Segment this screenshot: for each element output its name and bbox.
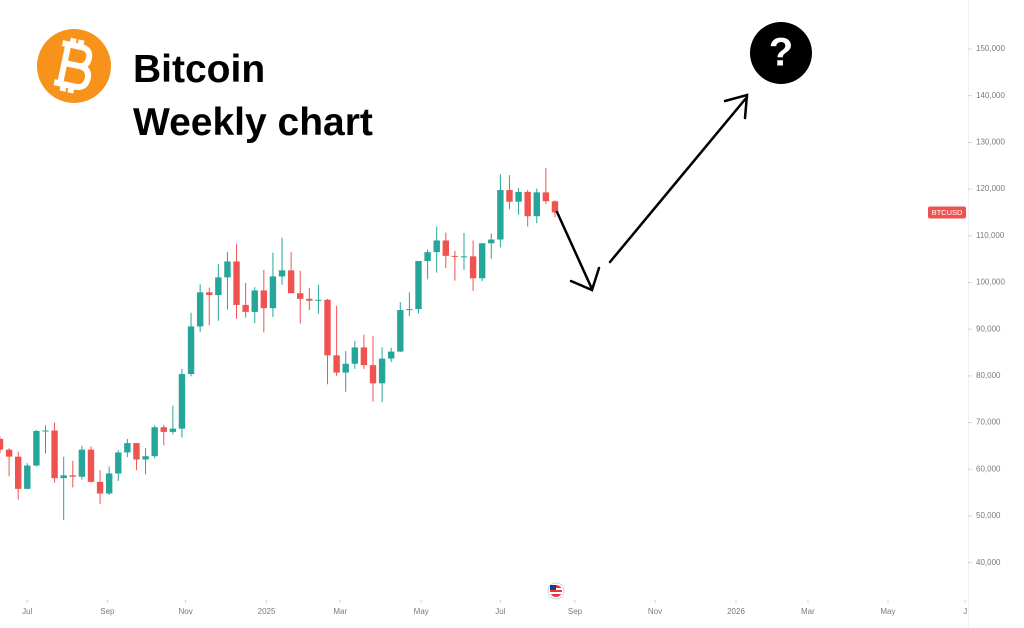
candle-body: [297, 293, 304, 299]
candle-body: [360, 347, 368, 366]
candle-body: [124, 443, 131, 453]
candle-body: [224, 261, 231, 278]
x-tick-label: Mar: [801, 607, 815, 616]
candle-body: [51, 430, 58, 479]
candle-body: [42, 430, 49, 432]
candle-body: [333, 355, 340, 373]
price-tag: [928, 206, 966, 219]
candle-body: [506, 190, 513, 202]
y-tick-label: 80,000: [976, 371, 1001, 380]
annotation-arrows: [555, 93, 749, 292]
y-tick-label: 150,000: [976, 44, 1005, 53]
bitcoin-logo: [37, 29, 111, 103]
candle-body: [69, 475, 76, 477]
candle-body: [351, 347, 359, 364]
x-tick-label: May: [414, 607, 429, 616]
x-tick-label: May: [880, 607, 895, 616]
candle-body: [533, 192, 540, 217]
candle-body: [306, 298, 313, 301]
y-tick-label: 50,000: [976, 511, 1001, 520]
event-flag: [547, 582, 565, 600]
x-tick-label: Nov: [178, 607, 192, 616]
candle-body: [251, 290, 258, 312]
y-tick-label: 120,000: [976, 184, 1005, 193]
x-tick-label: Jul: [22, 607, 32, 616]
candle-body: [242, 304, 249, 312]
candle-body: [388, 351, 395, 359]
candle-body: [469, 256, 477, 279]
y-tick-label: 140,000: [976, 91, 1005, 100]
x-tick-label: J: [963, 607, 967, 616]
candle-body: [105, 473, 113, 494]
candle-body: [515, 191, 522, 202]
y-tick-label: 110,000: [976, 231, 1005, 240]
candle-body: [460, 256, 468, 258]
chart-title: Bitcoin: [133, 48, 265, 91]
candle-body: [397, 310, 404, 352]
candle-body: [433, 240, 440, 253]
candle-body: [315, 299, 322, 301]
candle-body: [324, 299, 331, 356]
x-tick-label: 2026: [727, 607, 745, 616]
candle-body: [488, 239, 495, 244]
x-tick-label: Sep: [568, 607, 583, 616]
candle-body: [0, 438, 4, 450]
candle-body: [115, 452, 122, 474]
x-tick-label: Mar: [333, 607, 347, 616]
candle-body: [269, 276, 277, 309]
candle-body: [406, 309, 413, 311]
candle-body: [142, 456, 149, 460]
symbol-label: BTCUSD: [932, 208, 963, 217]
candle-body: [196, 292, 204, 327]
candle-body: [424, 252, 431, 262]
x-tick-label: Nov: [648, 607, 662, 616]
y-tick-label: 60,000: [976, 464, 1001, 473]
candle-body: [87, 449, 95, 482]
candle-body: [233, 261, 240, 305]
candle-body: [442, 240, 449, 256]
question-icon: [750, 22, 812, 84]
candle-body: [96, 481, 104, 494]
candle-body: [14, 456, 22, 489]
candle-body: [178, 374, 186, 429]
y-tick-label: 90,000: [976, 324, 1001, 333]
candle-body: [5, 449, 13, 457]
candle-body: [278, 270, 286, 277]
candle-body: [542, 192, 550, 202]
candle-body: [151, 427, 158, 457]
candle-body: [260, 290, 268, 309]
candle-body: [215, 277, 222, 296]
candle-body: [169, 428, 177, 432]
candle-body: [415, 261, 422, 310]
candle-body: [369, 365, 377, 384]
candle-body: [478, 243, 486, 279]
candle-body: [287, 270, 295, 294]
candle-body: [187, 326, 195, 375]
y-tick-label: 100,000: [976, 278, 1005, 287]
chart-subtitle: Weekly chart: [133, 101, 373, 144]
y-tick-label: 130,000: [976, 138, 1005, 147]
candle-body: [133, 443, 140, 460]
y-tick-label: 40,000: [976, 558, 1001, 567]
candle-body: [33, 430, 40, 466]
candle-body: [342, 363, 349, 373]
candle-body: [524, 191, 531, 217]
candle-body: [497, 190, 504, 240]
y-tick-label: 70,000: [976, 418, 1001, 427]
candle-body: [378, 358, 386, 384]
candle-body: [551, 201, 559, 213]
x-tick-label: Jul: [495, 607, 505, 616]
candle-body: [24, 465, 31, 489]
x-tick-label: 2025: [258, 607, 276, 616]
axis-border: [968, 0, 969, 628]
x-tick-label: Sep: [100, 607, 115, 616]
question-mark: ?: [769, 31, 793, 75]
candle-body: [160, 427, 167, 432]
candle-body: [451, 255, 459, 257]
candle-body: [60, 475, 67, 479]
candle-body: [206, 292, 213, 296]
candle-body: [78, 449, 86, 477]
plot-area: [0, 168, 559, 521]
